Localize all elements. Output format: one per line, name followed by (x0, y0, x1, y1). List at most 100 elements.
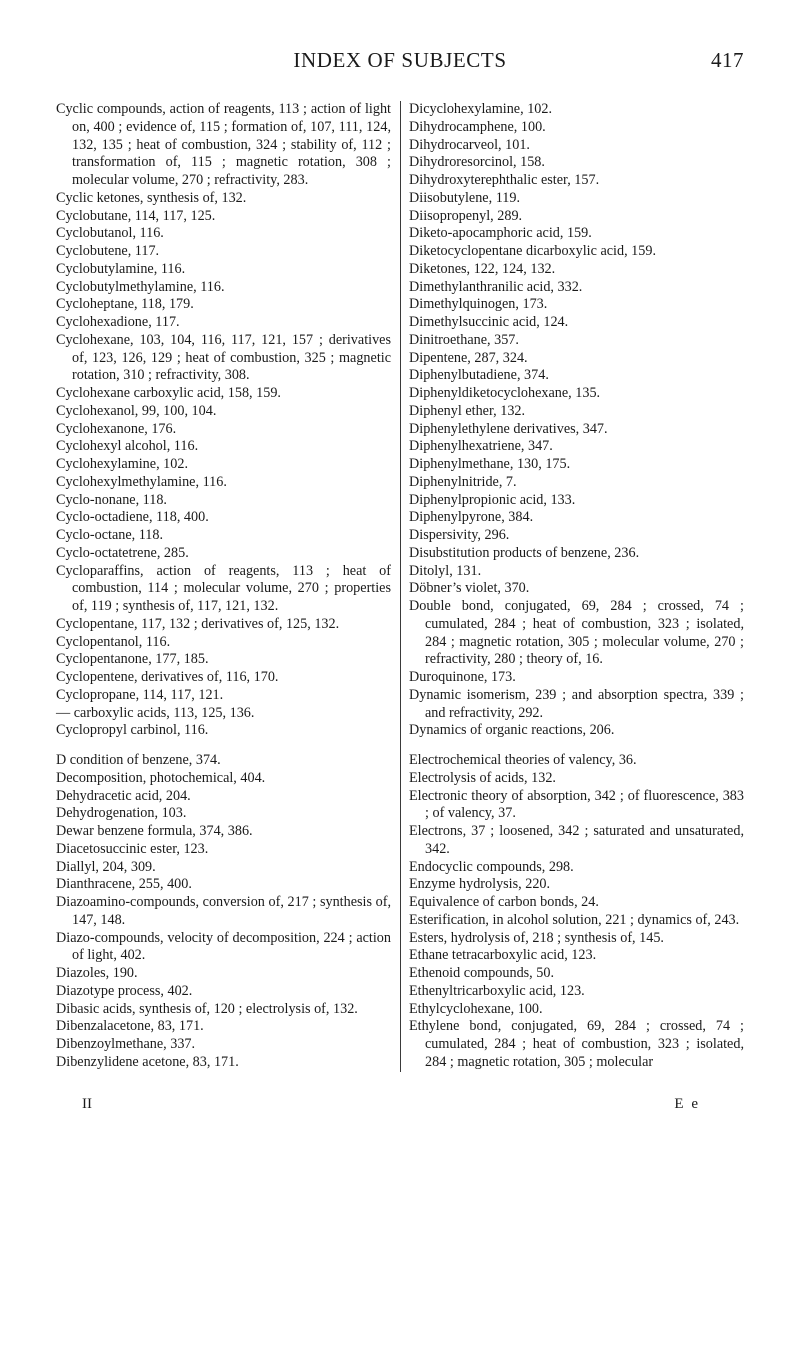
section-gap (409, 740, 744, 752)
index-entry: Cyclohexane carboxylic acid, 158, 159. (56, 385, 391, 403)
page-header: INDEX OF SUBJECTS 417 (56, 48, 744, 73)
index-entry: Diphenylmethane, 130, 175. (409, 456, 744, 474)
index-entry: Dihydroxyterephthalic ester, 157. (409, 172, 744, 190)
index-entry: Diazo-compounds, velocity of decom­posit… (56, 930, 391, 966)
index-entry: Dipentene, 287, 324. (409, 350, 744, 368)
index-entry: — carboxylic acids, 113, 125, 136. (56, 705, 391, 723)
index-entry: Dynamic isomerism, 239 ; and absorp­tion… (409, 687, 744, 723)
index-entry: Ethenoid compounds, 50. (409, 965, 744, 983)
index-entry: Dihydrocarveol, 101. (409, 137, 744, 155)
index-entry: Diisopropenyl, 289. (409, 208, 744, 226)
index-entry: Diphenylhexatriene, 347. (409, 438, 744, 456)
index-entry: Dimethylsuccinic acid, 124. (409, 314, 744, 332)
index-entry: Dianthracene, 255, 400. (56, 876, 391, 894)
index-entry: Cyclohexanone, 176. (56, 421, 391, 439)
index-entry: Ethylene bond, conjugated, 69, 284 ; cro… (409, 1018, 744, 1071)
index-entry: Cyclopropane, 114, 117, 121. (56, 687, 391, 705)
index-entry: Diphenylpyrone, 384. (409, 509, 744, 527)
index-entry: Ethane tetracarboxylic acid, 123. (409, 947, 744, 965)
index-entry: Cyclic ketones, synthesis of, 132. (56, 190, 391, 208)
index-entry: Cyclopentanone, 177, 185. (56, 651, 391, 669)
index-entry: Cyclo-nonane, 118. (56, 492, 391, 510)
index-entry: Cyclobutene, 117. (56, 243, 391, 261)
index-entry: Electrolysis of acids, 132. (409, 770, 744, 788)
index-entry: Cyclopropyl carbinol, 116. (56, 722, 391, 740)
index-entry: Cyclohexane, 103, 104, 116, 117, 121, 15… (56, 332, 391, 385)
index-entry: Endocyclic compounds, 298. (409, 859, 744, 877)
index-entry: Diacetosuccinic ester, 123. (56, 841, 391, 859)
index-entry: Electrochemical theories of valency, 36. (409, 752, 744, 770)
footer-right: E e (674, 1096, 744, 1113)
index-entry: Esters, hydrolysis of, 218 ; synthesis o… (409, 930, 744, 948)
index-entry: Electrons, 37 ; loosened, 342 ; satu­rat… (409, 823, 744, 859)
index-entry: Cyclo-octane, 118. (56, 527, 391, 545)
index-entry: Döbner’s violet, 370. (409, 580, 744, 598)
index-entry: Diphenylbutadiene, 374. (409, 367, 744, 385)
index-entry: Duroquinone, 173. (409, 669, 744, 687)
index-entry: Equivalence of carbon bonds, 24. (409, 894, 744, 912)
index-entry: Diphenylnitride, 7. (409, 474, 744, 492)
footer-left: II (56, 1096, 92, 1113)
index-entry: Cyclobutylamine, 116. (56, 261, 391, 279)
index-entry: Cyclo-octadiene, 118, 400. (56, 509, 391, 527)
index-entry: Diketocyclopentane dicarboxylic acid, 15… (409, 243, 744, 261)
index-entry: Ditolyl, 131. (409, 563, 744, 581)
column-group-d2: Dicyclohexylamine, 102.Dihydrocamphene, … (409, 101, 744, 740)
index-entry: Diphenyldiketocyclohexane, 135. (409, 385, 744, 403)
index-entry: Diketo-apocamphoric acid, 159. (409, 225, 744, 243)
index-entry: Cyclohexylamine, 102. (56, 456, 391, 474)
index-entry: Cycloparaffins, action of reagents, 113 … (56, 563, 391, 616)
index-entry: Decomposition, photochemical, 404. (56, 770, 391, 788)
index-entry: Dehydracetic acid, 204. (56, 788, 391, 806)
index-entry: Cyclopentane, 117, 132 ; derivatives of,… (56, 616, 391, 634)
index-entry: Esterification, in alcohol solution, 221… (409, 912, 744, 930)
index-entry: Electronic theory of absorption, 342 ; o… (409, 788, 744, 824)
column-group-e: Electrochemical theories of valency, 36.… (409, 752, 744, 1072)
index-entry: Diazotype process, 402. (56, 983, 391, 1001)
index-entry: Cyclo-octatetrene, 285. (56, 545, 391, 563)
index-entry: Dinitroethane, 357. (409, 332, 744, 350)
index-entry: Diphenylethylene derivatives, 347. (409, 421, 744, 439)
index-entry: Diisobutylene, 119. (409, 190, 744, 208)
index-entry: Cyclohexylmethylamine, 116. (56, 474, 391, 492)
page-footer: II E e (56, 1096, 744, 1113)
index-entry: Dihydroresorcinol, 158. (409, 154, 744, 172)
index-entry: Cyclobutanol, 116. (56, 225, 391, 243)
index-entry: Cyclopentanol, 116. (56, 634, 391, 652)
index-entry: Diallyl, 204, 309. (56, 859, 391, 877)
index-entry: Dimethylquinogen, 173. (409, 296, 744, 314)
index-entry: Diazoles, 190. (56, 965, 391, 983)
page-container: INDEX OF SUBJECTS 417 Cyclic compounds, … (0, 0, 800, 1153)
index-entry: Dispersivity, 296. (409, 527, 744, 545)
header-page-number: 417 (572, 48, 744, 73)
index-entry: Cyclohexadione, 117. (56, 314, 391, 332)
index-entry: Ethylcyclohexane, 100. (409, 1001, 744, 1019)
index-entry: Dibenzylidene acetone, 83, 171. (56, 1054, 391, 1072)
index-entry: Cyclic compounds, action of reagents, 11… (56, 101, 391, 190)
index-entry: Dehydrogenation, 103. (56, 805, 391, 823)
index-entry: Double bond, conjugated, 69, 284 ; cross… (409, 598, 744, 669)
header-title: INDEX OF SUBJECTS (228, 48, 572, 73)
index-entry: Dewar benzene formula, 374, 386. (56, 823, 391, 841)
column-group-d1: D condition of benzene, 374.Decompositio… (56, 752, 391, 1072)
index-entry: Dimethylanthranilic acid, 332. (409, 279, 744, 297)
index-entry: Diphenyl ether, 132. (409, 403, 744, 421)
index-entry: Diketones, 122, 124, 132. (409, 261, 744, 279)
column-group-c: Cyclic compounds, action of reagents, 11… (56, 101, 391, 740)
index-entry: Disubstitution products of benzene, 236. (409, 545, 744, 563)
index-entry: Ethenyltricarboxylic acid, 123. (409, 983, 744, 1001)
index-entry: Cyclohexanol, 99, 100, 104. (56, 403, 391, 421)
index-entry: Cyclopentene, derivatives of, 116, 170. (56, 669, 391, 687)
index-entry: Diphenylpropionic acid, 133. (409, 492, 744, 510)
index-entry: Diazoamino-compounds, conversion of, 217… (56, 894, 391, 930)
index-entry: Dicyclohexylamine, 102. (409, 101, 744, 119)
index-entry: Enzyme hydrolysis, 220. (409, 876, 744, 894)
section-gap (56, 740, 391, 752)
index-entry: Dynamics of organic reactions, 206. (409, 722, 744, 740)
index-entry: Cyclobutane, 114, 117, 125. (56, 208, 391, 226)
index-columns: Cyclic compounds, action of reagents, 11… (56, 101, 744, 1072)
index-entry: D condition of benzene, 374. (56, 752, 391, 770)
index-entry: Dibasic acids, synthesis of, 120 ; elec­… (56, 1001, 391, 1019)
index-entry: Cyclobutylmethylamine, 116. (56, 279, 391, 297)
index-entry: Dibenzalacetone, 83, 171. (56, 1018, 391, 1036)
